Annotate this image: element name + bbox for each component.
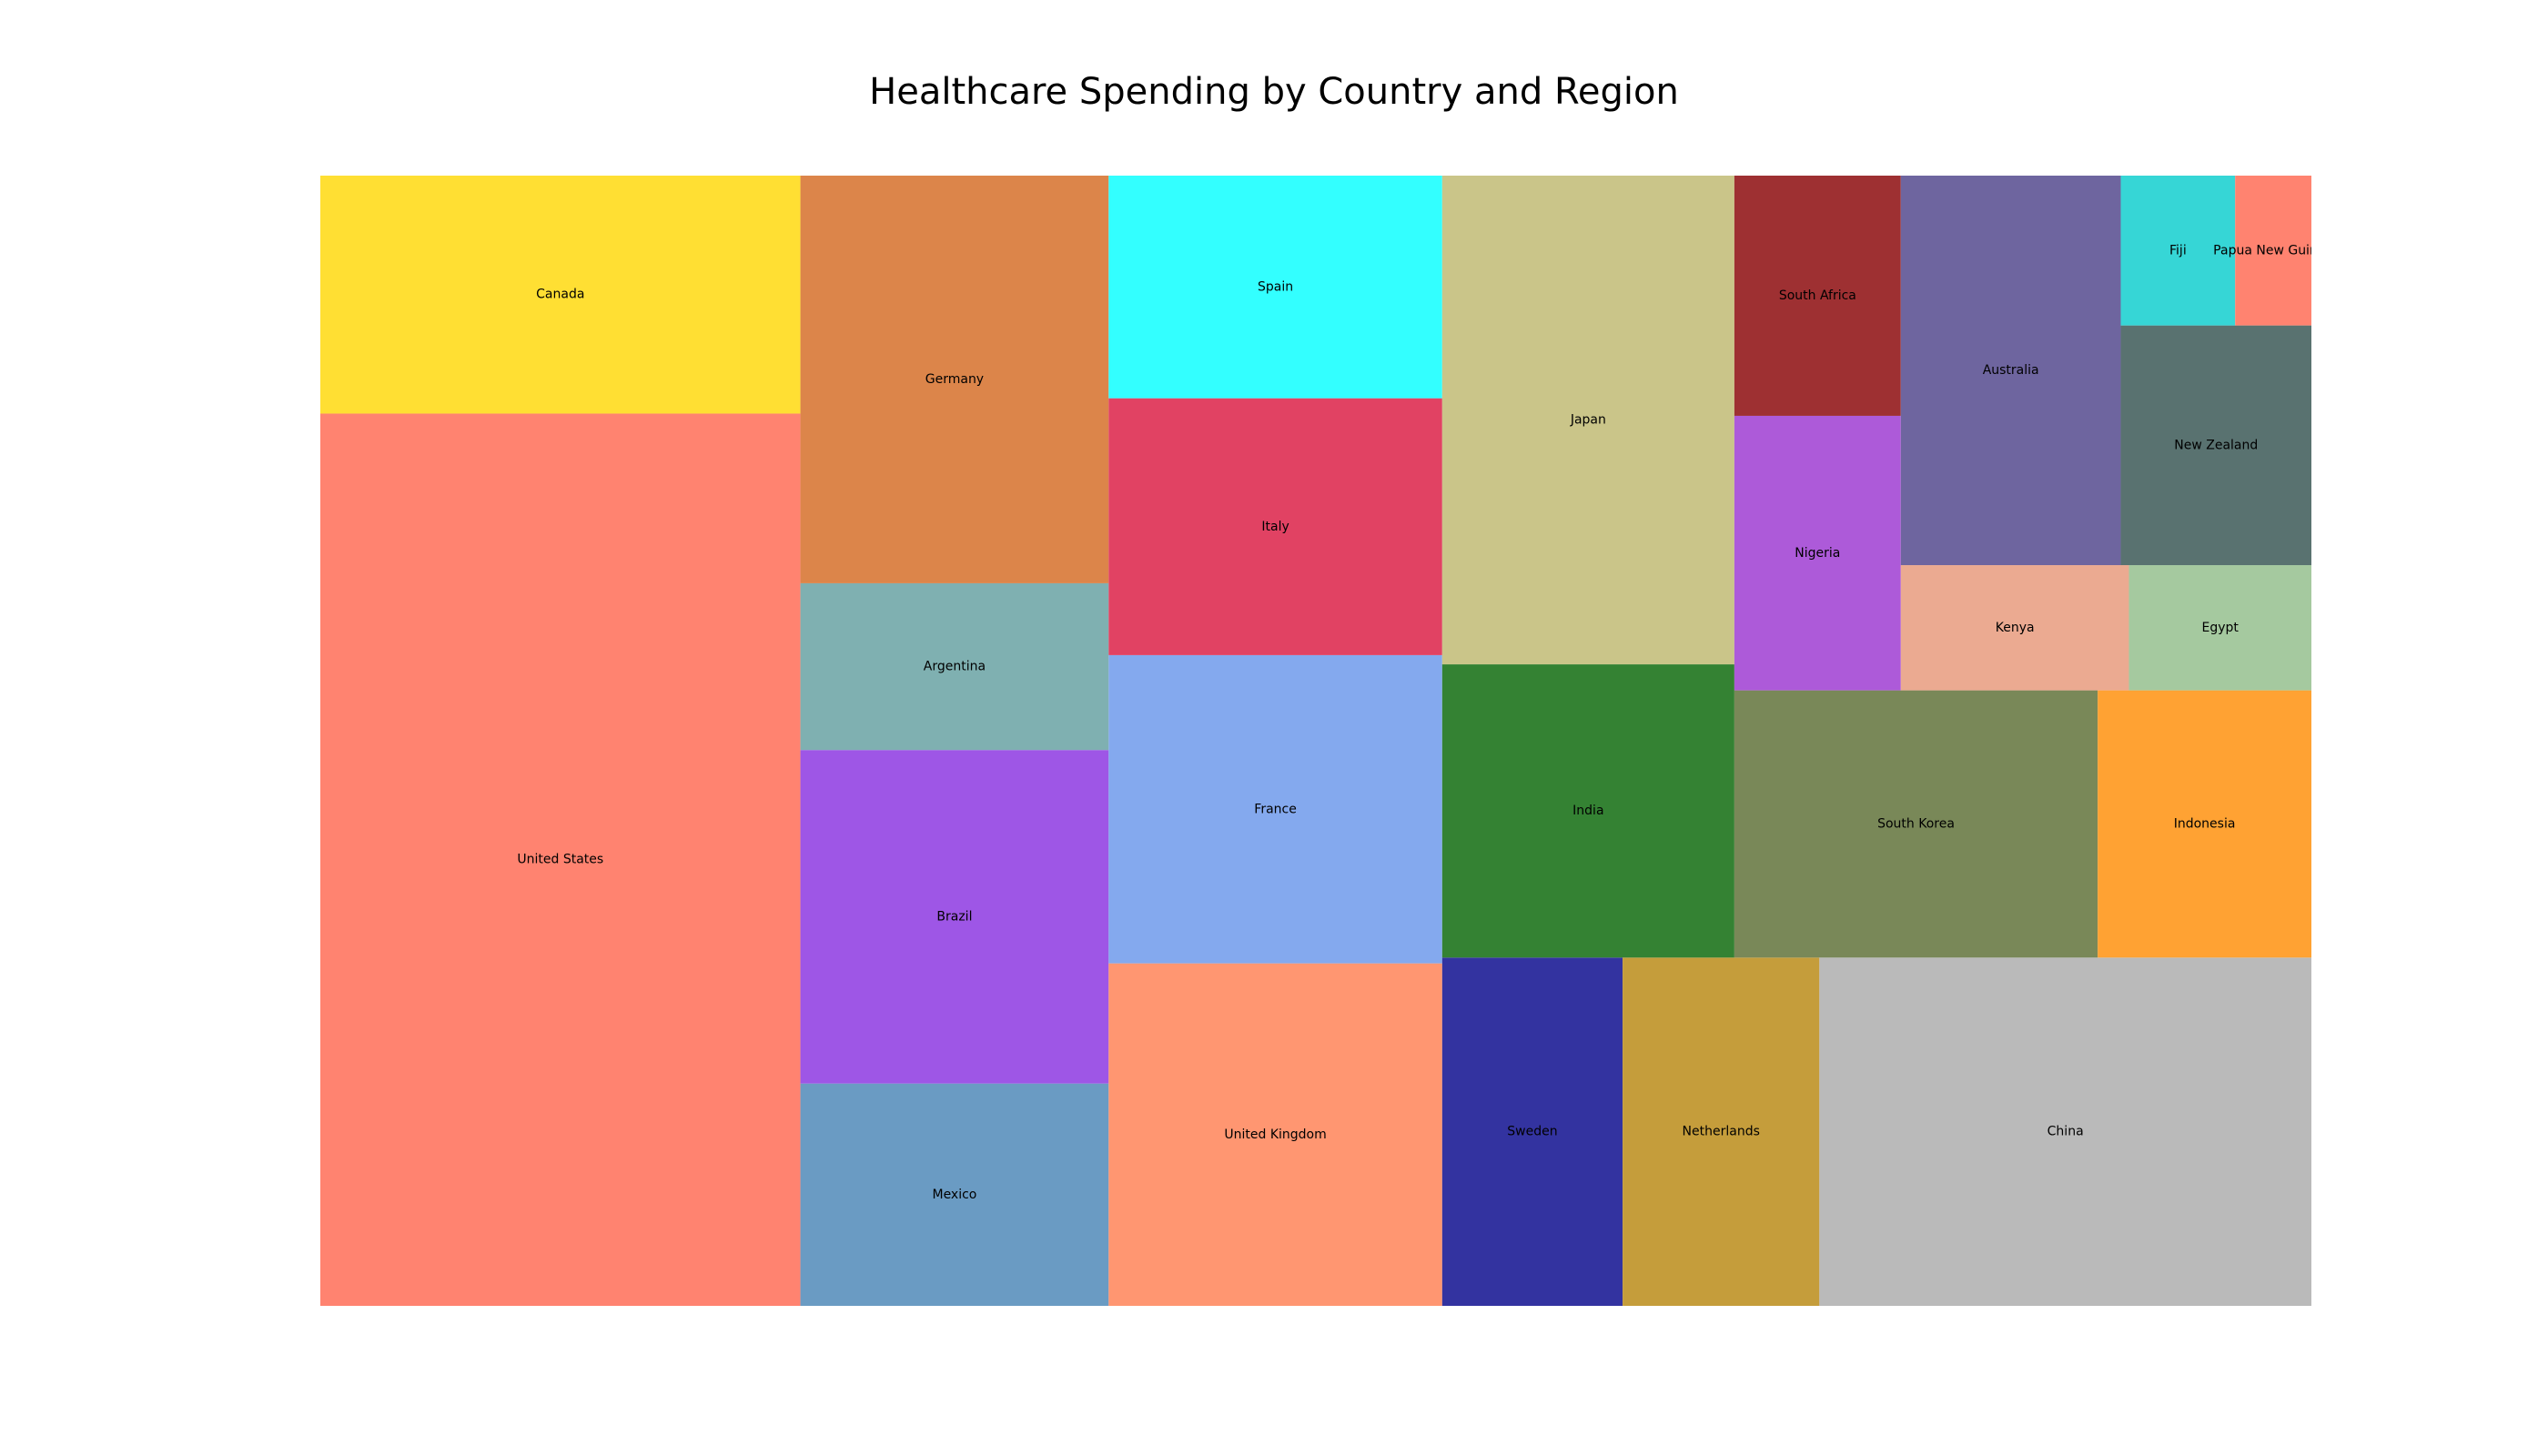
tile-argentina: Argentina bbox=[800, 582, 1109, 751]
tile-rect-south-africa bbox=[1734, 176, 1901, 416]
tile-label-mexico: Mexico bbox=[932, 1188, 976, 1202]
tile-label-spain: Spain bbox=[1258, 279, 1293, 294]
tile-australia: Australia bbox=[1900, 176, 2121, 566]
tile-label-south-korea: South Korea bbox=[1877, 816, 1955, 831]
tile-italy: Italy bbox=[1108, 398, 1442, 655]
tile-rect-china bbox=[1819, 957, 2311, 1306]
tile-canada: Canada bbox=[320, 176, 801, 414]
tile-label-france: France bbox=[1254, 802, 1297, 816]
tile-label-netherlands: Netherlands bbox=[1683, 1125, 1760, 1139]
tile-netherlands: Netherlands bbox=[1623, 957, 1820, 1306]
tile-rect-mexico bbox=[800, 1083, 1109, 1306]
tile-rect-new-zealand bbox=[2120, 325, 2311, 566]
tile-label-nigeria: Nigeria bbox=[1795, 546, 1840, 561]
tile-fiji: Fiji bbox=[2120, 176, 2236, 326]
tile-kenya: Kenya bbox=[1900, 565, 2129, 691]
tile-south-korea: South Korea bbox=[1734, 690, 2098, 958]
tile-papua-new-guinea: Papua New Guinea bbox=[2213, 176, 2311, 326]
tile-label-sweden: Sweden bbox=[1507, 1125, 1557, 1139]
tile-rect-united-states bbox=[320, 413, 801, 1306]
tile-label-india: India bbox=[1572, 804, 1603, 818]
tile-rect-south-korea bbox=[1734, 690, 2098, 958]
chart-title: Healthcare Spending by Country and Regio… bbox=[869, 71, 1679, 113]
tile-label-italy: Italy bbox=[1261, 520, 1289, 534]
tile-germany: Germany bbox=[800, 176, 1109, 583]
tile-rect-japan bbox=[1441, 176, 1734, 665]
tile-label-south-africa: South Africa bbox=[1779, 288, 1856, 303]
tile-rect-italy bbox=[1108, 398, 1442, 655]
tile-rect-nigeria bbox=[1734, 415, 1901, 691]
tile-indonesia: Indonesia bbox=[2098, 690, 2311, 958]
tile-sweden: Sweden bbox=[1441, 957, 1623, 1306]
tile-label-china: China bbox=[2048, 1125, 2084, 1139]
tile-label-brazil: Brazil bbox=[936, 909, 972, 924]
tile-label-indonesia: Indonesia bbox=[2174, 816, 2236, 831]
tile-label-united-kingdom: United Kingdom bbox=[1224, 1127, 1326, 1142]
tile-label-japan: Japan bbox=[1570, 413, 1606, 428]
tile-rect-france bbox=[1108, 654, 1442, 964]
tile-label-papua-new-guinea: Papua New Guinea bbox=[2213, 243, 2311, 258]
tile-label-new-zealand: New Zealand bbox=[2174, 438, 2258, 452]
tile-label-germany: Germany bbox=[925, 372, 984, 387]
tile-spain: Spain bbox=[1108, 176, 1442, 399]
tile-rect-india bbox=[1441, 664, 1734, 958]
tile-rect-egypt bbox=[2128, 565, 2311, 691]
tile-japan: Japan bbox=[1441, 176, 1734, 665]
tile-france: France bbox=[1108, 654, 1442, 964]
tile-egypt: Egypt bbox=[2128, 565, 2311, 691]
tile-nigeria: Nigeria bbox=[1734, 415, 1901, 691]
tile-label-fiji: Fiji bbox=[2169, 243, 2187, 258]
tile-united-kingdom: United Kingdom bbox=[1108, 963, 1442, 1306]
tile-label-argentina: Argentina bbox=[924, 660, 986, 674]
tile-rect-netherlands bbox=[1623, 957, 1820, 1306]
tile-label-united-states: United States bbox=[517, 853, 603, 867]
tile-label-australia: Australia bbox=[1983, 363, 2039, 378]
tile-rect-argentina bbox=[800, 582, 1109, 751]
tile-china: China bbox=[1819, 957, 2311, 1306]
tile-brazil: Brazil bbox=[800, 750, 1109, 1084]
treemap-svg: United States Canada Mexico Brazil Argentina… bbox=[320, 176, 2311, 1306]
tile-rect-papua-new-guinea bbox=[2235, 176, 2311, 326]
tile-label-egypt: Egypt bbox=[2202, 621, 2240, 635]
tile-mexico: Mexico bbox=[800, 1083, 1109, 1306]
tile-rect-sweden bbox=[1441, 957, 1623, 1306]
tile-south-africa: South Africa bbox=[1734, 176, 1901, 416]
tile-united-states: United States bbox=[320, 413, 801, 1306]
tile-rect-kenya bbox=[1900, 565, 2129, 691]
tile-label-canada: Canada bbox=[536, 288, 584, 302]
tile-label-kenya: Kenya bbox=[1996, 621, 2035, 635]
tile-rect-spain bbox=[1108, 176, 1442, 399]
tile-rect-fiji bbox=[2120, 176, 2236, 326]
treemap-plot: United States Canada Mexico Brazil Argentina… bbox=[320, 176, 2311, 1306]
tile-rect-indonesia bbox=[2098, 690, 2311, 958]
tile-rect-australia bbox=[1900, 176, 2121, 566]
tile-rect-brazil bbox=[800, 750, 1109, 1084]
tile-india: India bbox=[1441, 664, 1734, 958]
tile-rect-united-kingdom bbox=[1108, 963, 1442, 1306]
tile-rect-canada bbox=[320, 176, 801, 414]
tile-rect-germany bbox=[800, 176, 1109, 583]
tile-new-zealand: New Zealand bbox=[2120, 325, 2311, 566]
